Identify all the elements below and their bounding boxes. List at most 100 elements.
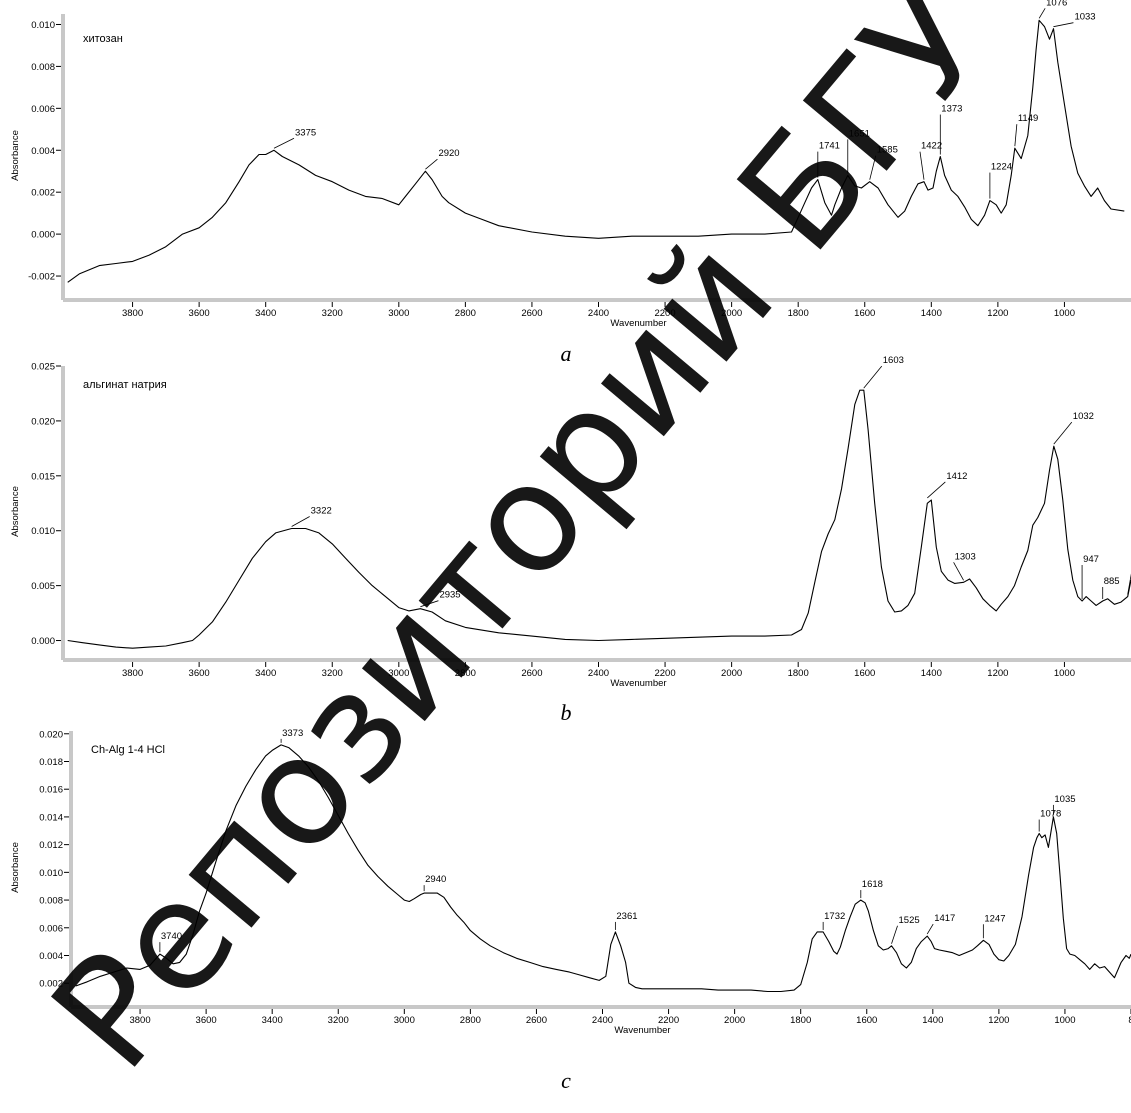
peak-leader	[291, 516, 310, 527]
x-tick-label: 1400	[922, 1015, 943, 1026]
x-tick-label: 1800	[790, 1015, 811, 1026]
x-tick-label: 1600	[856, 1015, 877, 1026]
y-tick-label: 0.010	[31, 526, 55, 537]
y-tick-label: 0.005	[31, 581, 55, 592]
peak-label: 1732	[824, 911, 845, 922]
x-tick-label: 3200	[322, 668, 343, 679]
x-tick-label: 1600	[854, 668, 875, 679]
chart-panel-b: 0.000 0.005 0.010 0.015 0.020 0.025 3800 3600 34…	[10, 355, 1131, 725]
peak-label: 1247	[984, 913, 1005, 924]
x-tick-label: 3600	[189, 668, 210, 679]
peak-label: 885	[1104, 576, 1120, 587]
x-axis-label: Wavenumber	[610, 678, 666, 689]
y-tick-label: 0.020	[39, 729, 63, 740]
x-tick-label: 2200	[654, 308, 675, 319]
peak-label: 2940	[425, 874, 446, 885]
x-axis-label: Wavenumber	[610, 318, 666, 329]
x-tick-label: 1400	[921, 668, 942, 679]
peak-label: 1224	[991, 162, 1012, 173]
peak-label: 947	[1083, 554, 1099, 565]
x-tick-label: 3400	[255, 308, 276, 319]
peak-label: 3373	[282, 728, 303, 739]
x-tick-label: 2600	[521, 308, 542, 319]
peak-label: 3322	[311, 506, 332, 517]
x-tick-label: 3200	[322, 308, 343, 319]
peak-leader	[1038, 8, 1046, 19]
y-tick-label: 0.016	[39, 785, 63, 796]
panel-title: Ch-Alg 1-4 HCl	[91, 744, 165, 756]
peak-label: 2361	[616, 911, 637, 922]
y-tick-label: 0.025	[31, 362, 55, 373]
y-tick-label: 0.010	[31, 20, 55, 31]
peak-leader	[273, 137, 295, 149]
x-tick-label: 3400	[262, 1015, 283, 1026]
peak-label: 1076	[1046, 0, 1067, 8]
panel-title: альгинат натрия	[83, 379, 167, 391]
x-tick-label: 3400	[255, 668, 276, 679]
x-tick-label: 8	[1128, 1015, 1131, 1026]
peak-label: 1651	[849, 128, 870, 139]
x-tick-label: 3000	[394, 1015, 415, 1026]
x-tick-label: 2000	[721, 668, 742, 679]
watermark-text: Репозиторий БГУ	[20, 0, 1023, 1101]
peak-label: 3375	[295, 127, 316, 138]
peak-label: 1149	[1018, 113, 1038, 124]
x-tick-label: 3200	[328, 1015, 349, 1026]
chart-panel-a: -0.002 0.000 0.002 0.004 0.006 0.008 0.010 3800…	[10, 0, 1131, 366]
peak-label: 3740	[161, 931, 182, 942]
peak-leader	[863, 365, 883, 389]
y-tick-label: 0.002	[31, 188, 55, 199]
panel-letter: a	[561, 341, 572, 366]
x-tick-label: 2200	[654, 668, 675, 679]
peak-leader	[919, 151, 925, 180]
x-tick-label: 3800	[122, 308, 143, 319]
peak-leader	[927, 481, 946, 499]
peak-label: 1303	[955, 551, 976, 562]
peak-label: 1412	[946, 471, 967, 482]
x-tick-label: 1200	[987, 668, 1008, 679]
peak-label: 1603	[883, 355, 904, 366]
x-tick-label: 3600	[196, 1015, 217, 1026]
spectrum-line	[75, 744, 1131, 993]
peak-label: 2935	[439, 590, 460, 601]
peak-leader	[869, 155, 877, 180]
peak-leader	[891, 925, 898, 944]
y-tick-label: 0.004	[31, 146, 55, 157]
x-tick-label: 2600	[521, 668, 542, 679]
panel-title: хитозан	[83, 33, 123, 45]
panel-letter: b	[561, 700, 572, 725]
y-tick-label: 0.015	[31, 471, 55, 482]
x-tick-label: 2200	[658, 1015, 679, 1026]
x-tick-label: 1200	[987, 308, 1008, 319]
y-axis-label: Absorbance	[10, 130, 21, 181]
peak-label: 1741	[819, 141, 840, 152]
x-tick-label: 3800	[129, 1015, 150, 1026]
x-tick-label: 2800	[455, 668, 476, 679]
peak-label: 1033	[1074, 12, 1095, 23]
y-tick-label: -0.002	[28, 272, 55, 283]
x-tick-label: 3800	[122, 668, 143, 679]
y-tick-label: 0.008	[31, 62, 55, 73]
y-tick-label: 0.006	[39, 923, 63, 934]
x-tick-label: 1200	[988, 1015, 1009, 1026]
x-tick-label: 1400	[921, 308, 942, 319]
chart-panel-c: 0.002 0.004 0.006 0.008 0.010 0.012 0.014 0.016…	[10, 728, 1131, 1093]
peak-leader	[953, 562, 964, 581]
peak-label: 2920	[438, 148, 459, 159]
x-tick-label: 2800	[460, 1015, 481, 1026]
x-tick-label: 2000	[724, 1015, 745, 1026]
x-tick-label: 1000	[1054, 308, 1075, 319]
y-tick-label: 0.000	[31, 636, 55, 647]
x-tick-label: 1000	[1054, 668, 1075, 679]
spectrum-line	[67, 389, 1131, 649]
x-tick-label: 1800	[788, 308, 809, 319]
y-tick-label: 0.014	[39, 812, 63, 823]
x-tick-label: 1600	[854, 308, 875, 319]
peak-label: 1422	[921, 141, 942, 152]
peak-label: 1525	[899, 915, 920, 926]
x-tick-label: 2600	[526, 1015, 547, 1026]
x-tick-label: 2000	[721, 308, 742, 319]
y-tick-label: 0.006	[31, 104, 55, 115]
peak-leader	[926, 923, 934, 935]
